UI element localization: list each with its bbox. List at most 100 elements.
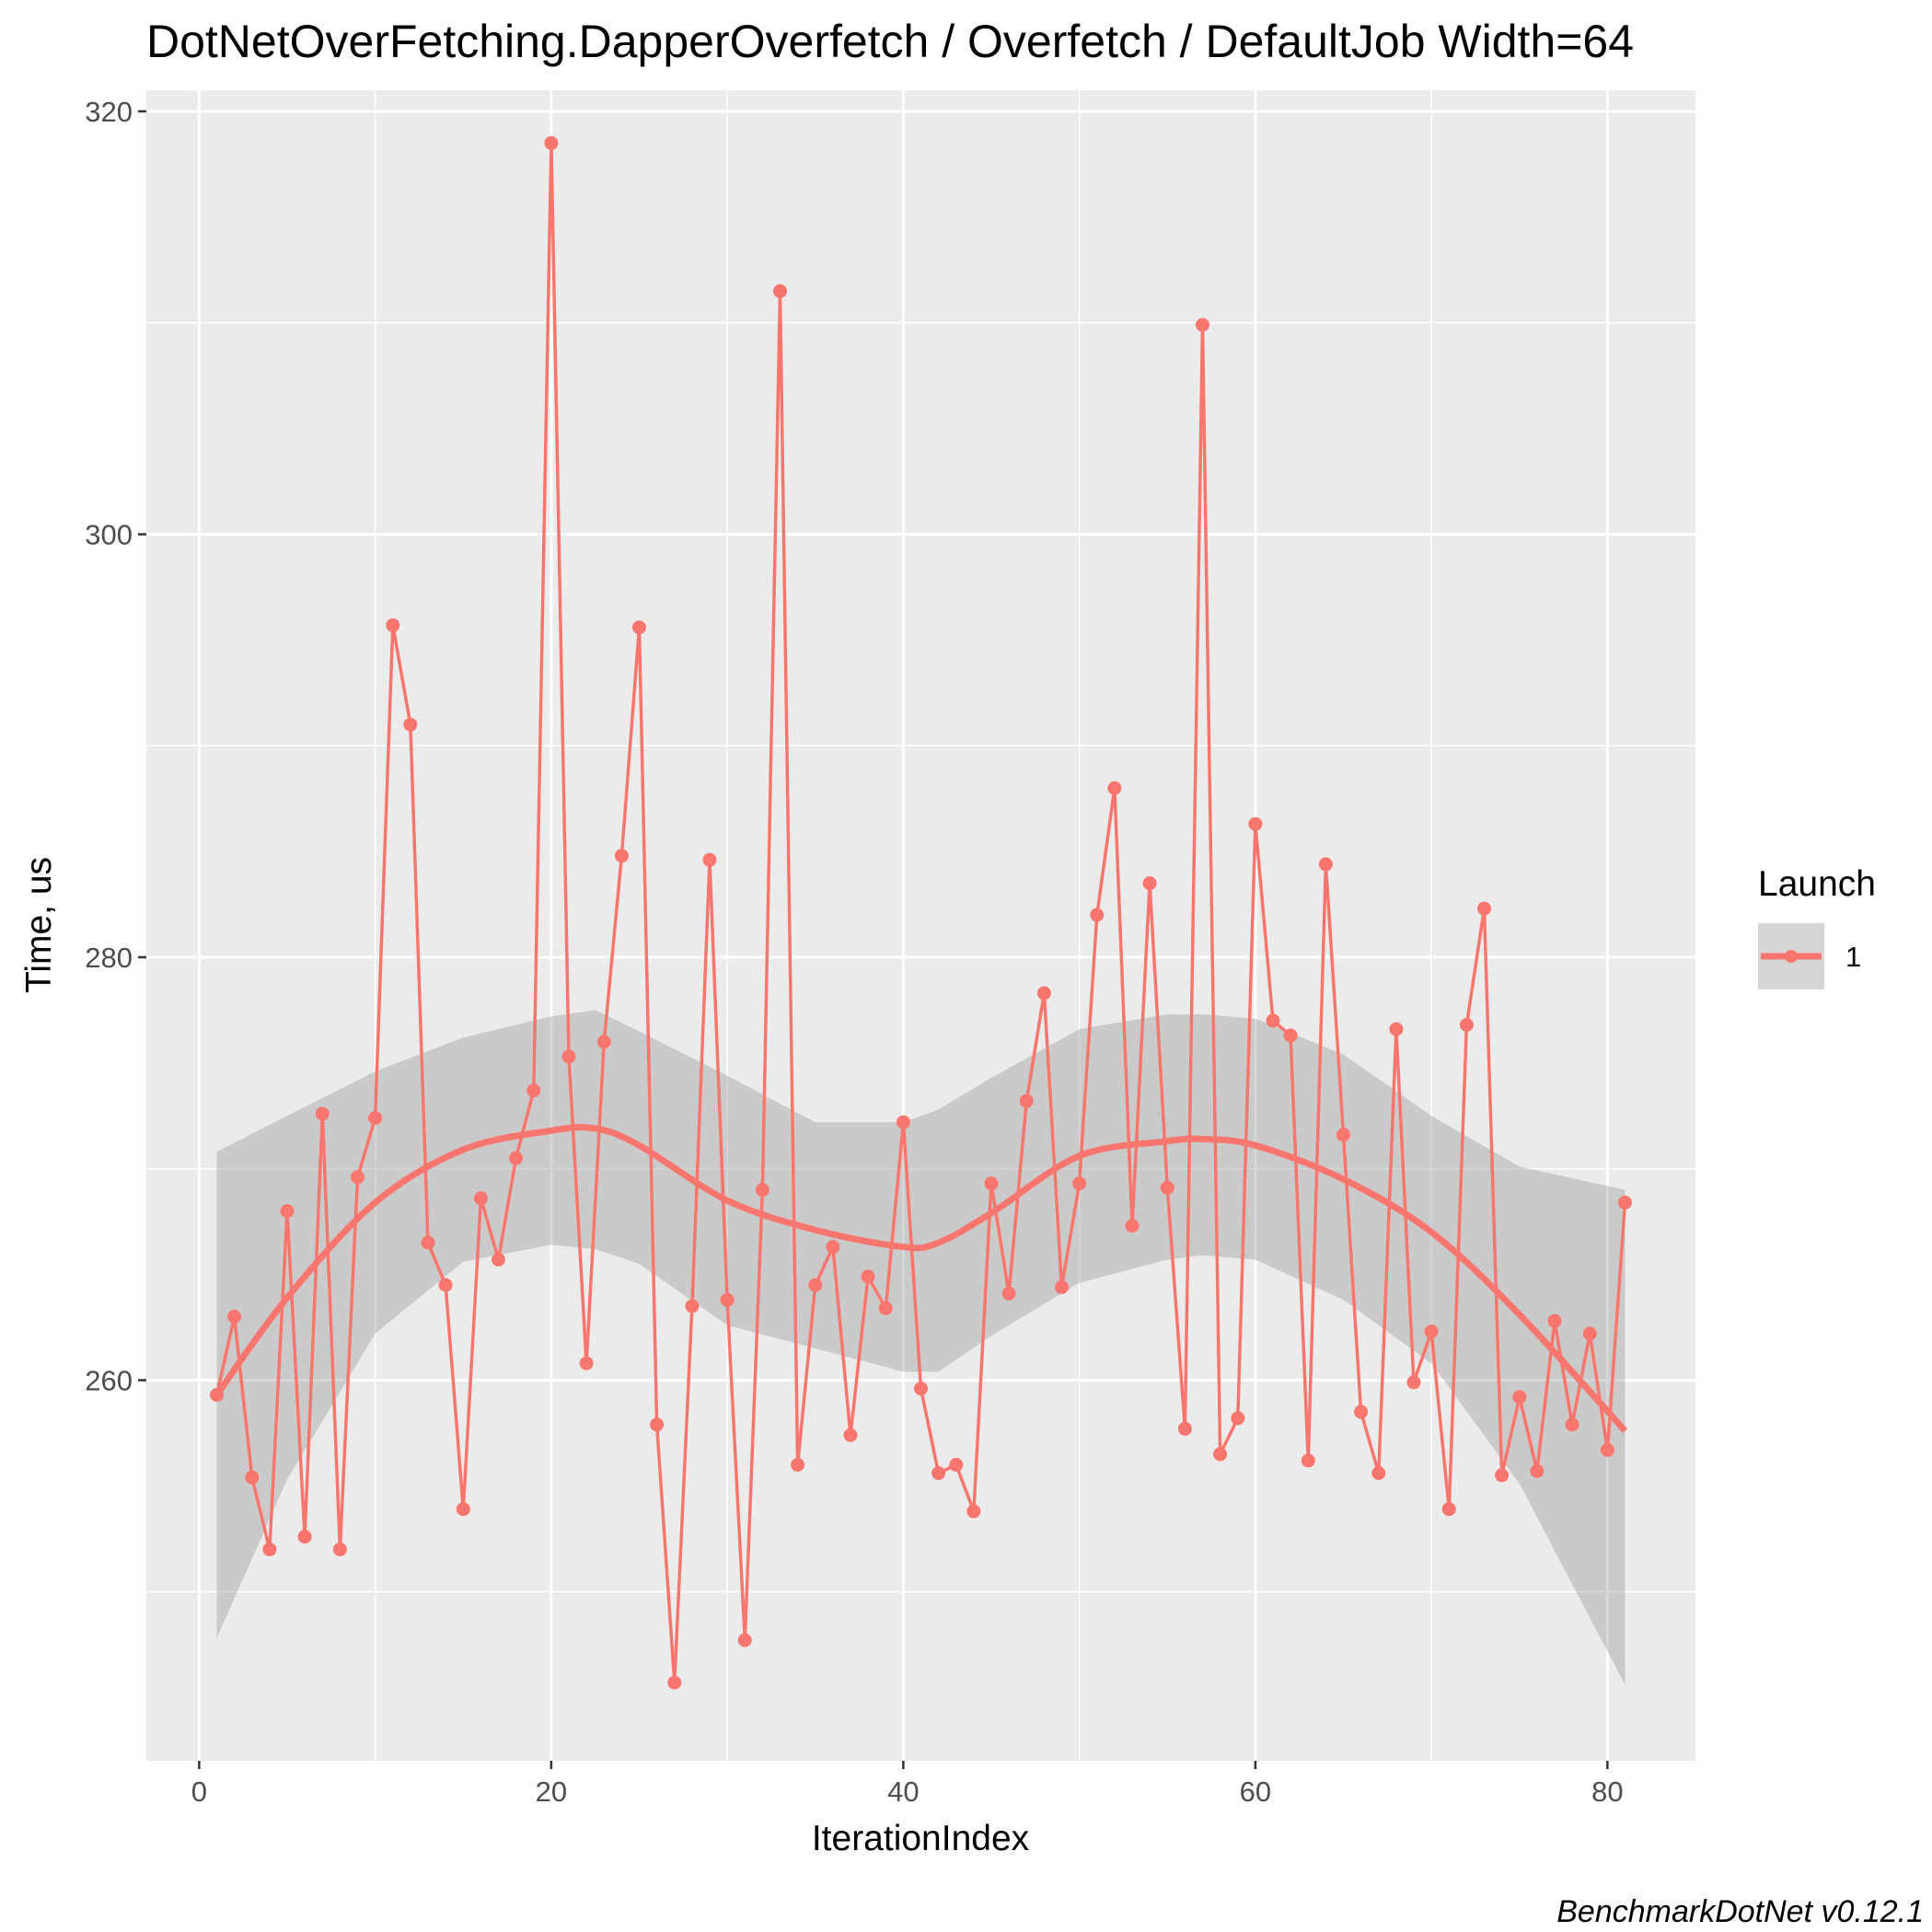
y-tick-label: 320 — [85, 96, 133, 128]
data-point — [1547, 1313, 1562, 1328]
data-point — [245, 1470, 260, 1485]
data-point — [1055, 1279, 1069, 1294]
x-tick-label: 60 — [1240, 1776, 1271, 1808]
plot-panel — [146, 90, 1695, 1761]
data-point — [931, 1466, 946, 1480]
data-point — [1512, 1390, 1527, 1405]
data-point — [632, 620, 646, 635]
data-point — [984, 1176, 999, 1191]
data-point — [861, 1269, 875, 1284]
x-axis: 0 20 40 60 80 — [191, 1761, 1624, 1808]
data-point — [1125, 1219, 1140, 1233]
data-point — [1618, 1196, 1632, 1209]
data-point — [826, 1240, 840, 1255]
data-point — [456, 1502, 470, 1517]
legend-title: Launch — [1758, 864, 1876, 904]
data-point — [1248, 816, 1263, 831]
smooth-line — [214, 1124, 1628, 1433]
data-point — [667, 1675, 682, 1690]
data-points — [210, 135, 1632, 1690]
data-point — [1036, 986, 1051, 1001]
data-point — [1389, 1022, 1404, 1036]
data-point — [227, 1310, 242, 1324]
y-axis-title: Time, us — [19, 857, 59, 993]
data-point — [421, 1235, 435, 1250]
data-point — [1336, 1128, 1350, 1142]
data-point — [509, 1151, 524, 1165]
data-point — [297, 1530, 312, 1544]
legend: Launch 1 — [1758, 864, 1876, 989]
y-tick-label: 280 — [85, 942, 133, 974]
data-point — [280, 1204, 295, 1219]
data-point — [878, 1301, 893, 1315]
data-point — [773, 283, 787, 298]
data-point — [1072, 1176, 1087, 1191]
data-point — [579, 1356, 594, 1371]
data-point — [720, 1292, 735, 1307]
data-point — [914, 1382, 928, 1396]
data-point — [1495, 1468, 1510, 1483]
data-point — [755, 1183, 769, 1197]
data-point — [966, 1504, 981, 1519]
chart-title: DotNetOverFetching.DapperOverfetch / Ove… — [146, 16, 1634, 67]
data-point — [1301, 1453, 1315, 1468]
data-point — [1001, 1286, 1016, 1301]
data-point — [685, 1299, 700, 1313]
data-point — [1160, 1180, 1174, 1195]
data-point — [1459, 1018, 1474, 1032]
x-tick-label: 0 — [191, 1776, 207, 1808]
data-point — [1582, 1326, 1597, 1341]
data-point — [808, 1278, 823, 1292]
data-point — [368, 1111, 383, 1126]
x-axis-title: IterationIndex — [812, 1819, 1030, 1858]
data-point — [1231, 1411, 1245, 1426]
data-point — [614, 849, 629, 863]
data-point — [949, 1457, 964, 1472]
confidence-band — [216, 1010, 1625, 1685]
data-point — [438, 1278, 453, 1292]
data-point — [791, 1457, 805, 1472]
x-tick-label: 20 — [536, 1776, 567, 1808]
data-point — [561, 1049, 576, 1064]
data-point — [1318, 857, 1333, 872]
data-point — [1354, 1405, 1369, 1419]
data-point — [262, 1542, 277, 1556]
data-point — [1142, 876, 1157, 891]
data-point — [1090, 908, 1105, 922]
data-point — [1213, 1447, 1228, 1462]
data-point — [386, 618, 400, 632]
data-point — [351, 1170, 364, 1185]
legend-key-point — [1785, 950, 1798, 963]
data-point — [1177, 1421, 1192, 1436]
data-point — [1565, 1417, 1579, 1432]
data-point — [650, 1417, 665, 1432]
x-tick-label: 80 — [1591, 1776, 1623, 1808]
data-point — [1424, 1325, 1439, 1339]
data-point — [544, 135, 559, 150]
caption: BenchmarkDotNet v0.12.1 — [1556, 1894, 1924, 1929]
data-point — [1600, 1442, 1614, 1457]
y-axis: 260 280 300 320 — [85, 96, 146, 1396]
data-point — [492, 1253, 505, 1267]
data-point — [896, 1115, 910, 1129]
x-tick-label: 40 — [887, 1776, 919, 1808]
data-point — [596, 1035, 611, 1049]
data-point — [1371, 1466, 1386, 1480]
data-point — [1406, 1375, 1421, 1390]
data-point — [1477, 901, 1491, 916]
data-point — [403, 717, 418, 732]
data-point — [332, 1542, 347, 1556]
data-point — [526, 1083, 541, 1098]
y-tick-label: 300 — [85, 518, 133, 550]
data-point — [702, 852, 717, 867]
data-point — [1196, 318, 1209, 332]
data-point — [315, 1106, 330, 1121]
data-point — [473, 1191, 488, 1206]
data-point — [1107, 781, 1122, 795]
data-point — [1266, 1013, 1280, 1028]
y-tick-label: 260 — [85, 1364, 133, 1396]
data-point — [1530, 1463, 1544, 1478]
data-point — [1283, 1028, 1298, 1043]
data-point — [843, 1428, 858, 1442]
